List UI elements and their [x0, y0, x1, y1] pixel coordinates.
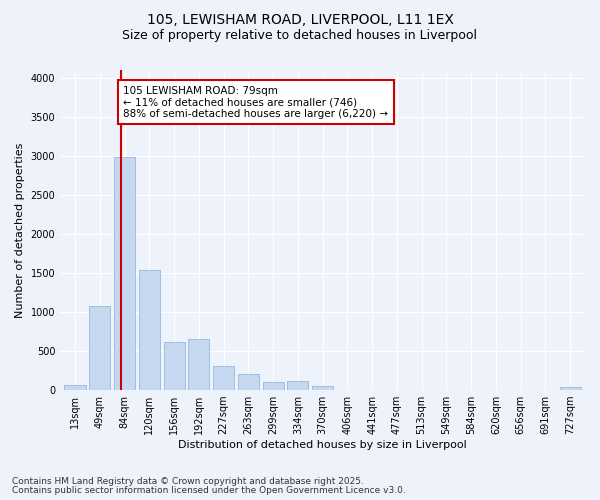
Bar [560, 387, 581, 390]
Bar [89, 306, 110, 390]
Bar [164, 342, 185, 390]
Text: Size of property relative to detached houses in Liverpool: Size of property relative to detached ho… [122, 29, 478, 42]
Bar [64, 384, 86, 390]
X-axis label: Distribution of detached houses by size in Liverpool: Distribution of detached houses by size … [178, 440, 467, 450]
Bar [114, 158, 135, 390]
Y-axis label: Number of detached properties: Number of detached properties [15, 142, 25, 318]
Bar [287, 382, 308, 390]
Text: 105 LEWISHAM ROAD: 79sqm
← 11% of detached houses are smaller (746)
88% of semi-: 105 LEWISHAM ROAD: 79sqm ← 11% of detach… [123, 86, 388, 119]
Text: Contains public sector information licensed under the Open Government Licence v3: Contains public sector information licen… [12, 486, 406, 495]
Text: 105, LEWISHAM ROAD, LIVERPOOL, L11 1EX: 105, LEWISHAM ROAD, LIVERPOOL, L11 1EX [146, 12, 454, 26]
Bar [263, 382, 284, 390]
Bar [312, 386, 333, 390]
Bar [238, 374, 259, 390]
Bar [213, 366, 234, 390]
Bar [188, 338, 209, 390]
Bar [139, 270, 160, 390]
Text: Contains HM Land Registry data © Crown copyright and database right 2025.: Contains HM Land Registry data © Crown c… [12, 477, 364, 486]
